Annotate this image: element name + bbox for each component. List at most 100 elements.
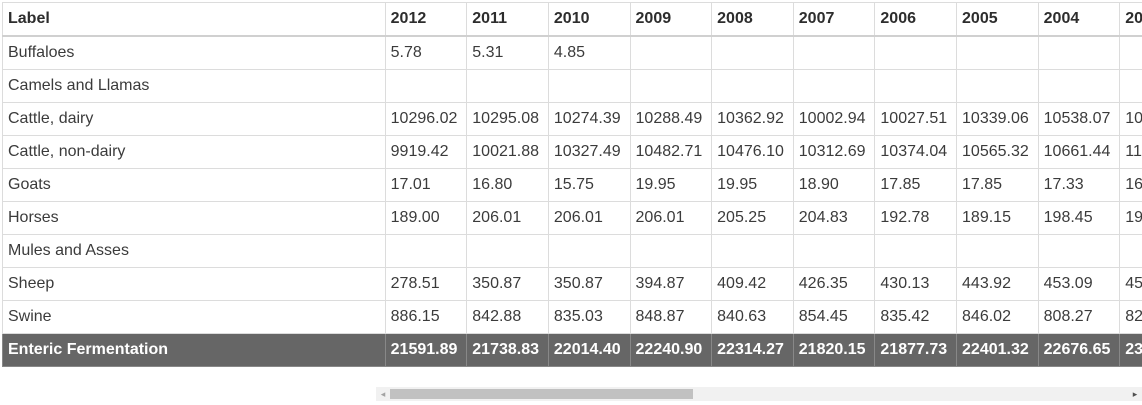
data-grid: Label 2012 2011 2010 2009 2008 2007 2006… xyxy=(2,2,1142,367)
table-cell: 189.00 xyxy=(384,201,468,235)
table-cell: 808.27 xyxy=(1037,300,1121,334)
table-cell: 22314.27 xyxy=(711,333,794,367)
table-cell xyxy=(792,35,876,70)
column-header-year[interactable]: 2005 xyxy=(956,2,1039,37)
column-header-year[interactable]: 2012 xyxy=(384,2,468,37)
table-cell: 10274.39 xyxy=(547,102,631,136)
table-cell: 10374.04 xyxy=(874,135,958,169)
table-cell xyxy=(956,234,1039,268)
column-header-year[interactable]: 2009 xyxy=(629,2,713,37)
table-cell: 10482.71 xyxy=(629,135,713,169)
table-cell xyxy=(792,234,876,268)
table-cell: 9919.42 xyxy=(384,135,468,169)
table-cell xyxy=(384,69,468,103)
table-cell xyxy=(1119,35,1142,70)
table-cell: 23333 xyxy=(1119,333,1142,367)
column-header-year[interactable]: 2006 xyxy=(874,2,958,37)
column-header-year[interactable]: 2004 xyxy=(1037,2,1121,37)
table-cell xyxy=(466,234,549,268)
table-cell: 22014.40 xyxy=(547,333,631,367)
column-header-year[interactable]: 2007 xyxy=(792,2,876,37)
table-cell xyxy=(1037,35,1121,70)
table-cell xyxy=(547,69,631,103)
table-cell: 426.35 xyxy=(792,267,876,301)
column-header-label[interactable]: Label xyxy=(2,2,386,37)
table-cell: 10339.06 xyxy=(956,102,1039,136)
table-cell: 17.85 xyxy=(956,168,1039,202)
table-cell: 16.80 xyxy=(1119,168,1142,202)
row-label: Sheep xyxy=(2,267,386,301)
table-row: Buffaloes 5.78 5.31 4.85 xyxy=(2,35,1142,70)
table-cell: 10362.92 xyxy=(711,102,794,136)
horizontal-scrollbar[interactable]: ◂ ▸ xyxy=(376,387,1142,401)
table-cell: 198.3 xyxy=(1119,201,1142,235)
table-row: Cattle, non-dairy 9919.42 10021.88 10327.49… xyxy=(2,135,1142,169)
table-cell xyxy=(874,35,958,70)
column-header-year[interactable]: 2003 xyxy=(1119,2,1142,37)
table-row: Sheep 278.51 350.87 350.87 394.87 409.42 426.3… xyxy=(2,267,1142,301)
header-row: Label 2012 2011 2010 2009 2008 2007 2006… xyxy=(2,2,1142,37)
table-cell: 5.31 xyxy=(466,35,549,70)
table-cell: 19.95 xyxy=(711,168,794,202)
table-cell: 206.01 xyxy=(629,201,713,235)
column-header-year[interactable]: 2011 xyxy=(466,2,549,37)
table-cell: 189.15 xyxy=(956,201,1039,235)
table-cell: 350.87 xyxy=(466,267,549,301)
table-cell: 350.87 xyxy=(547,267,631,301)
table-row: Horses 189.00 206.01 206.01 206.01 205.25 204.… xyxy=(2,201,1142,235)
table-cell: 842.88 xyxy=(466,300,549,334)
table-cell: 829.5 xyxy=(1119,300,1142,334)
table-cell: 10295.08 xyxy=(466,102,549,136)
row-label: Mules and Asses xyxy=(2,234,386,268)
table-cell: 453.09 xyxy=(1037,267,1121,301)
scroll-left-arrow-icon[interactable]: ◂ xyxy=(380,389,386,399)
table-body: Buffaloes 5.78 5.31 4.85 Camels and Llamas Ca… xyxy=(2,35,1142,367)
row-label: Cattle, non-dairy xyxy=(2,135,386,169)
table-cell: 18.90 xyxy=(792,168,876,202)
table-cell: 846.02 xyxy=(956,300,1039,334)
table-cell: 835.42 xyxy=(874,300,958,334)
table-cell: 10312.69 xyxy=(792,135,876,169)
table-cell: 22240.90 xyxy=(629,333,713,367)
table-cell: 11106 xyxy=(1119,135,1142,169)
table-row: Swine 886.15 842.88 835.03 848.87 840.63 854.4… xyxy=(2,300,1142,334)
row-label: Enteric Fermentation xyxy=(2,333,386,367)
table-cell: 10327.49 xyxy=(547,135,631,169)
table-cell xyxy=(1037,69,1121,103)
table-cell: 840.63 xyxy=(711,300,794,334)
table-cell: 854.45 xyxy=(792,300,876,334)
table-cell: 10661.44 xyxy=(1037,135,1121,169)
table-cell: 15.75 xyxy=(547,168,631,202)
table-cell: 16.80 xyxy=(466,168,549,202)
table-cell: 22676.65 xyxy=(1037,333,1121,367)
table-cell xyxy=(629,234,713,268)
table-cell xyxy=(1119,234,1142,268)
table-cell: 5.78 xyxy=(384,35,468,70)
table-cell: 22401.32 xyxy=(956,333,1039,367)
row-label: Horses xyxy=(2,201,386,235)
scrollbar-thumb[interactable] xyxy=(390,389,693,399)
table-cell: 205.25 xyxy=(711,201,794,235)
column-header-year[interactable]: 2008 xyxy=(711,2,794,37)
table-cell: 10021.88 xyxy=(466,135,549,169)
table-cell xyxy=(792,69,876,103)
table-cell: 4.85 xyxy=(547,35,631,70)
table-cell: 17.33 xyxy=(1037,168,1121,202)
total-row: Enteric Fermentation 21591.89 21738.83 2201… xyxy=(2,333,1142,367)
row-label: Camels and Llamas xyxy=(2,69,386,103)
table-row: Cattle, dairy 10296.02 10295.08 10274.39 102… xyxy=(2,102,1142,136)
table-cell: 206.01 xyxy=(466,201,549,235)
emissions-table: Label 2012 2011 2010 2009 2008 2007 2006… xyxy=(2,2,1142,367)
scroll-right-arrow-icon[interactable]: ▸ xyxy=(1132,389,1138,399)
column-header-year[interactable]: 2010 xyxy=(547,2,631,37)
table-cell xyxy=(711,234,794,268)
table-cell: 10476.10 xyxy=(711,135,794,169)
table-cell xyxy=(1119,69,1142,103)
table-cell xyxy=(711,69,794,103)
table-cell: 17.85 xyxy=(874,168,958,202)
table-cell xyxy=(629,35,713,70)
table-cell: 192.78 xyxy=(874,201,958,235)
table-cell: 409.42 xyxy=(711,267,794,301)
table-cell: 848.87 xyxy=(629,300,713,334)
table-cell: 835.03 xyxy=(547,300,631,334)
